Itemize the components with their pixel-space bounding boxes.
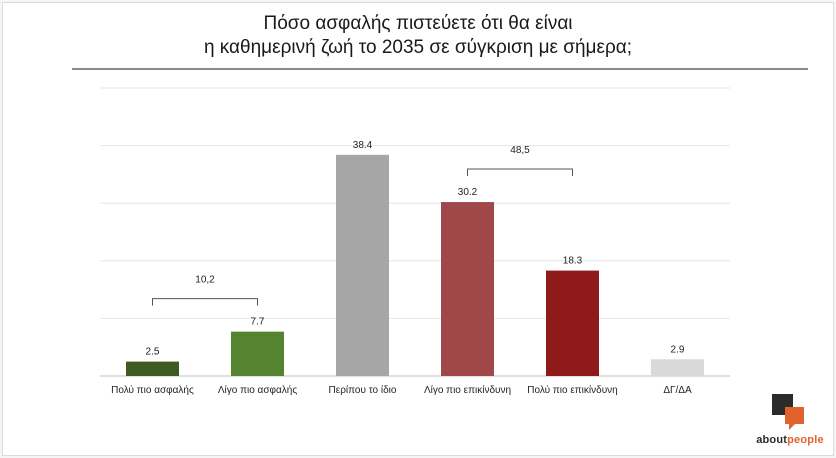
- data-label: 2.9: [671, 344, 685, 355]
- speech-bubble-logo-icon: [772, 394, 804, 430]
- group-bracket: [152, 298, 258, 306]
- group-total-label: 10,2: [195, 275, 215, 286]
- category-label: Περίπου το ίδιο: [329, 384, 397, 396]
- bar: [546, 270, 599, 376]
- category-label: Λίγο πιο ασφαλής: [218, 384, 297, 396]
- bar: [126, 361, 179, 376]
- group-total-label: 48,5: [510, 145, 530, 156]
- bar: [651, 359, 704, 376]
- data-label: 30.2: [458, 187, 478, 198]
- chart-title: Πόσο ασφαλής πιστεύετε ότι θα είναι η κα…: [0, 12, 836, 60]
- data-label: 2.5: [146, 347, 160, 358]
- category-label: ΔΓ/ΔΑ: [663, 385, 692, 396]
- group-bracket: [467, 168, 573, 177]
- title-divider: [72, 68, 808, 70]
- bar: [441, 202, 494, 376]
- brand-name-about: about: [756, 434, 788, 446]
- category-label: Πολύ πιο ασφαλής: [111, 384, 194, 396]
- bar: [336, 154, 389, 376]
- brand-name-people: people: [787, 434, 824, 446]
- brand-name: aboutpeople: [750, 434, 830, 446]
- bar: [231, 331, 284, 376]
- data-label: 38.4: [353, 140, 373, 151]
- brand-logo: aboutpeople: [750, 393, 830, 448]
- chart-title-line-2: η καθημερινή ζωή το 2035 σε σύγκριση με …: [203, 37, 633, 58]
- data-label: 18.3: [563, 256, 583, 267]
- category-label: Λίγο πιο επικίνδυνη: [424, 384, 511, 396]
- chart-title-line-1: Πόσο ασφαλής πιστεύετε ότι θα είναι: [263, 13, 573, 34]
- data-label: 7.7: [251, 317, 265, 328]
- category-label: Πολύ πιο επικίνδυνη: [527, 384, 617, 396]
